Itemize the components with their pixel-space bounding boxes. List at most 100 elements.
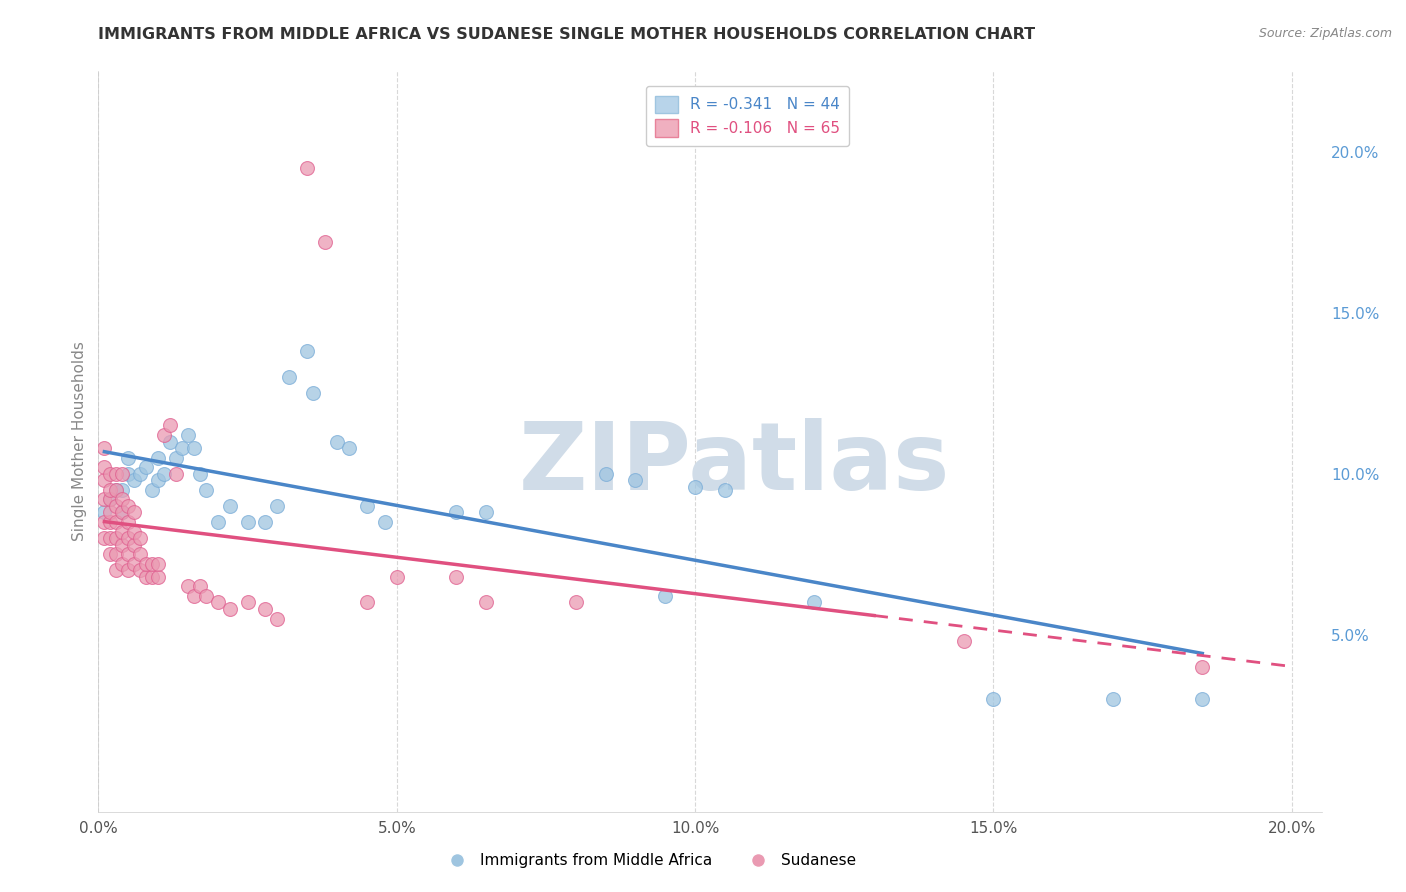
Point bbox=[374, 515, 396, 529]
Point bbox=[122, 537, 145, 551]
Point bbox=[1191, 660, 1213, 674]
Point bbox=[122, 473, 145, 487]
Point bbox=[146, 570, 169, 584]
Text: IMMIGRANTS FROM MIDDLE AFRICA VS SUDANESE SINGLE MOTHER HOUSEHOLDS CORRELATION C: IMMIGRANTS FROM MIDDLE AFRICA VS SUDANES… bbox=[98, 27, 1036, 42]
Point bbox=[105, 515, 128, 529]
Point bbox=[337, 441, 360, 455]
Point bbox=[111, 483, 134, 497]
Point bbox=[111, 505, 134, 519]
Point bbox=[188, 579, 211, 593]
Point bbox=[129, 547, 152, 561]
Point bbox=[111, 537, 134, 551]
Point bbox=[624, 473, 647, 487]
Point bbox=[153, 467, 176, 481]
Point bbox=[117, 531, 139, 545]
Point bbox=[117, 563, 139, 577]
Point bbox=[297, 344, 319, 359]
Point bbox=[146, 557, 169, 571]
Point bbox=[111, 492, 134, 507]
Point bbox=[170, 441, 193, 455]
Point bbox=[207, 595, 229, 609]
Point bbox=[302, 386, 325, 401]
Point bbox=[146, 473, 169, 487]
Point bbox=[117, 515, 139, 529]
Point bbox=[165, 450, 187, 465]
Point bbox=[141, 557, 163, 571]
Point bbox=[177, 579, 200, 593]
Point bbox=[141, 483, 163, 497]
Point bbox=[111, 467, 134, 481]
Point bbox=[683, 480, 706, 494]
Point bbox=[111, 505, 134, 519]
Point bbox=[98, 492, 121, 507]
Point bbox=[98, 505, 121, 519]
Point bbox=[266, 499, 288, 513]
Point bbox=[135, 460, 157, 475]
Point bbox=[314, 235, 336, 249]
Point bbox=[93, 441, 115, 455]
Point bbox=[129, 563, 152, 577]
Text: Source: ZipAtlas.com: Source: ZipAtlas.com bbox=[1258, 27, 1392, 40]
Point bbox=[98, 492, 121, 507]
Point bbox=[105, 483, 128, 497]
Text: ZIPatlas: ZIPatlas bbox=[519, 417, 950, 509]
Point bbox=[385, 570, 408, 584]
Point bbox=[117, 467, 139, 481]
Point bbox=[183, 589, 205, 603]
Point bbox=[218, 499, 240, 513]
Point bbox=[1101, 692, 1123, 706]
Point bbox=[952, 634, 974, 648]
Point bbox=[105, 467, 128, 481]
Point bbox=[105, 531, 128, 545]
Point bbox=[254, 602, 277, 616]
Point bbox=[236, 515, 259, 529]
Point bbox=[122, 524, 145, 539]
Point bbox=[194, 483, 217, 497]
Point bbox=[111, 524, 134, 539]
Point bbox=[105, 483, 128, 497]
Point bbox=[153, 428, 176, 442]
Point bbox=[446, 505, 468, 519]
Point bbox=[105, 563, 128, 577]
Point bbox=[159, 434, 181, 449]
Point bbox=[159, 418, 181, 433]
Point bbox=[111, 557, 134, 571]
Point bbox=[177, 428, 200, 442]
Point bbox=[297, 161, 319, 175]
Point bbox=[117, 450, 139, 465]
Point bbox=[356, 499, 378, 513]
Point bbox=[122, 557, 145, 571]
Point bbox=[105, 547, 128, 561]
Point bbox=[93, 505, 115, 519]
Point bbox=[1191, 692, 1213, 706]
Point bbox=[207, 515, 229, 529]
Point bbox=[93, 460, 115, 475]
Point bbox=[803, 595, 825, 609]
Point bbox=[236, 595, 259, 609]
Point bbox=[98, 547, 121, 561]
Point bbox=[194, 589, 217, 603]
Point bbox=[135, 570, 157, 584]
Point bbox=[278, 370, 301, 384]
Point bbox=[117, 499, 139, 513]
Point bbox=[93, 492, 115, 507]
Point bbox=[356, 595, 378, 609]
Y-axis label: Single Mother Households: Single Mother Households bbox=[72, 342, 87, 541]
Point bbox=[93, 515, 115, 529]
Point bbox=[135, 557, 157, 571]
Point bbox=[326, 434, 349, 449]
Point bbox=[93, 473, 115, 487]
Point bbox=[714, 483, 737, 497]
Point bbox=[117, 547, 139, 561]
Point bbox=[595, 467, 617, 481]
Point bbox=[565, 595, 588, 609]
Point bbox=[98, 531, 121, 545]
Point bbox=[188, 467, 211, 481]
Point bbox=[146, 450, 169, 465]
Legend: Immigrants from Middle Africa, Sudanese: Immigrants from Middle Africa, Sudanese bbox=[436, 847, 862, 874]
Point bbox=[266, 611, 288, 625]
Point bbox=[654, 589, 676, 603]
Point bbox=[475, 505, 498, 519]
Point bbox=[218, 602, 240, 616]
Point bbox=[93, 531, 115, 545]
